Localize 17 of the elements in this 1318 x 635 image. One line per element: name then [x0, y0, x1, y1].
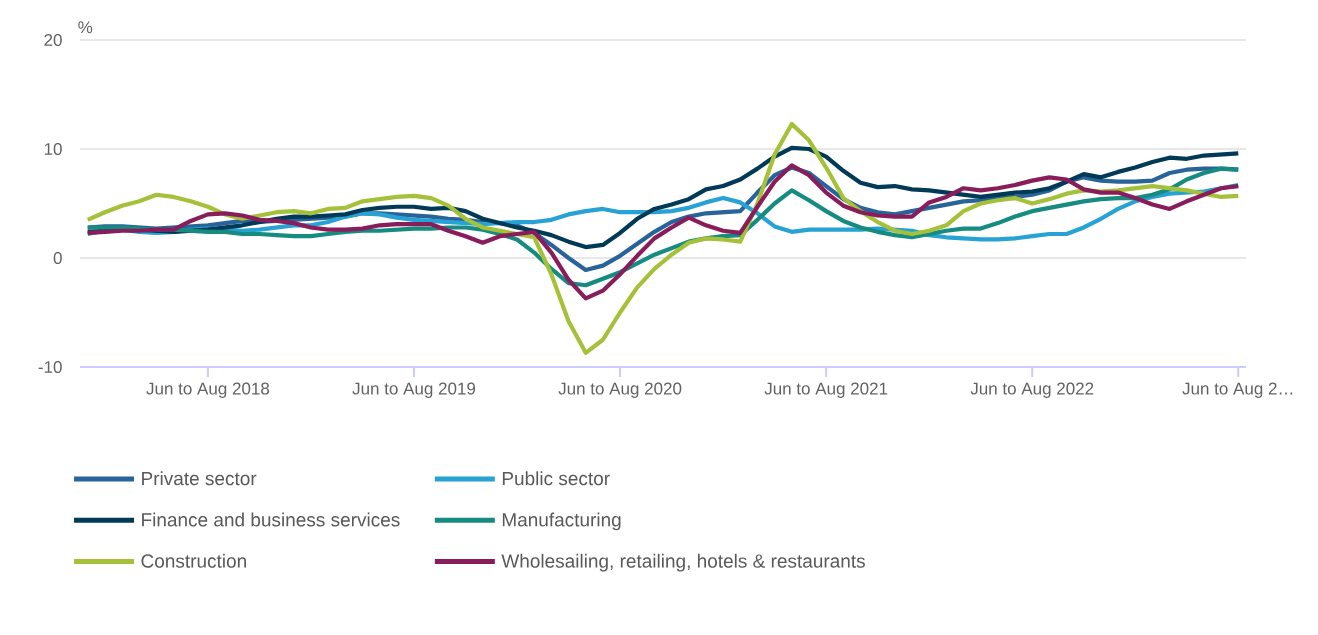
y-tick-label: -10: [38, 360, 62, 374]
y-tick-label: 20: [44, 33, 62, 47]
legend-label: Construction: [141, 553, 246, 568]
x-tick-label: Jun to Aug 2019: [352, 382, 476, 398]
x-tick-label: Jun to Aug 2018: [146, 382, 270, 398]
y-axis-title: %: [78, 21, 93, 34]
x-tick-label: Jun to Aug 2022: [970, 382, 1094, 398]
x-tick-label: Jun to Aug 2021: [764, 382, 888, 398]
x-tick-label: Jun to Aug 2…: [1182, 382, 1293, 398]
x-tick-label: Jun to Aug 2020: [558, 382, 682, 398]
legend-label: Wholesailing, retailing, hotels & restaurants: [501, 553, 865, 572]
legend-label: Public sector: [502, 471, 610, 486]
y-tick-label: 10: [44, 142, 62, 156]
legend-label: Manufacturing: [502, 512, 621, 531]
legend-label: Finance and business services: [142, 512, 400, 527]
legend-label: Private sector: [142, 471, 257, 486]
y-tick-label: 0: [53, 251, 62, 265]
